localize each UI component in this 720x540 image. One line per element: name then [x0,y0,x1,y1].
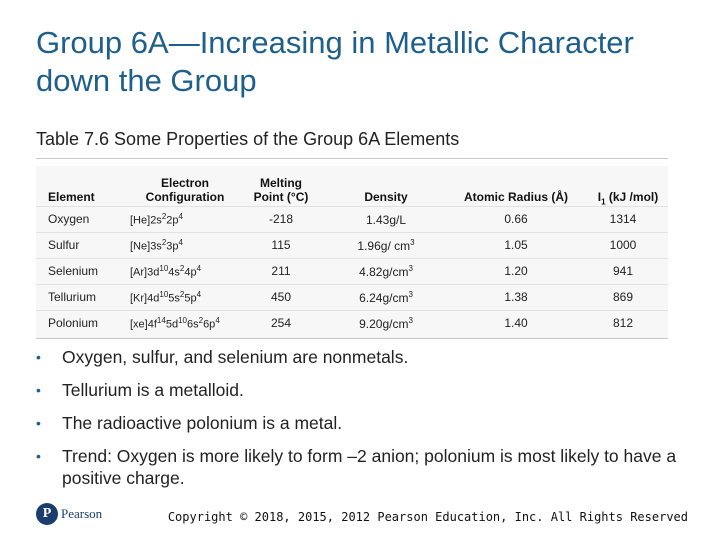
header-density: Density [364,190,408,204]
bullet-dot-icon: • [36,448,41,464]
cell-melting-point: 115 [271,238,291,252]
header-config-line1: Electron [160,176,209,190]
bullet-item: • Trend: Oxygen is more likely to form –… [36,445,686,489]
logo-text: Pearson [61,506,103,521]
header-mp-line1: Melting [260,176,302,190]
cell-config: [Ne]3s23p4 [130,238,183,253]
cell-density: 1.43g/L [365,213,407,227]
header-ie-sub: 1 [601,197,606,207]
cell-density: 1.96g/ cm3 [357,238,415,253]
bullet-text: Trend: Oxygen is more likely to form –2 … [62,446,677,488]
cell-config: [He]2s22p4 [130,212,183,227]
header-radius: Atomic Radius (Å) [463,190,568,204]
cell-element: Sulfur [48,238,80,252]
table-caption: Table 7.6 Some Properties of the Group 6… [36,129,460,149]
table-row: Oxygen [He]2s22p4 -218 1.43g/L 0.66 1314 [36,206,668,232]
cell-config: [Kr]4d105s25p4 [130,290,202,305]
table-row: Selenium [Ar]3d104s24p4 211 4.82g/cm3 1.… [36,258,668,284]
row-separator [36,258,668,259]
bullet-text: The radioactive polonium is a metal. [62,413,343,433]
cell-melting-point: 450 [270,290,292,304]
cell-ionization: 812 [612,316,634,330]
cell-config: [Ar]3d104s24p4 [130,264,202,279]
properties-table: Element Electron Configuration Melting P… [36,166,668,338]
row-separator [36,232,668,233]
header-element: Element [48,190,95,204]
cell-element: Tellurium [48,290,97,304]
table-header: Element Electron Configuration Melting P… [36,170,668,210]
table-row: Polonium [xe]4f145d106s26p4 254 9.20g/cm… [36,310,668,336]
bullet-list: • Oxygen, sulfur, and selenium are nonme… [36,346,686,500]
cell-density: 9.20g/cm3 [359,316,413,331]
header-ie-rest: (kJ /mol) [605,190,659,204]
bullet-dot-icon: • [36,349,41,365]
slide-title: Group 6A—Increasing in Metallic Characte… [36,25,634,98]
bullet-text: Oxygen, sulfur, and selenium are nonmeta… [62,347,409,367]
header-config-line2: Configuration [145,190,225,204]
header-separator [36,206,668,207]
copyright-notice: Copyright © 2018, 2015, 2012 Pearson Edu… [167,510,688,524]
table-row: Sulfur [Ne]3s23p4 115 1.96g/ cm3 1.05 10… [36,232,668,258]
cell-radius: 1.40 [504,316,528,330]
header-ionization: I1 (kJ /mol) [588,190,668,209]
cell-radius: 0.66 [504,212,528,226]
bullet-item: • The radioactive polonium is a metal. [36,412,686,434]
table-bottom-rule [36,338,668,339]
row-separator [36,284,668,285]
cell-melting-point: 254 [270,316,292,330]
bullet-item: • Oxygen, sulfur, and selenium are nonme… [36,346,686,368]
bullet-dot-icon: • [36,415,41,431]
header-ie-main: I [597,190,602,204]
table-row: Tellurium [Kr]4d105s25p4 450 6.24g/cm3 1… [36,284,668,310]
cell-ionization: 941 [612,264,634,278]
bullet-dot-icon: • [36,382,41,398]
bullet-text: Tellurium is a metalloid. [62,380,244,400]
cell-ionization: 1314 [609,212,637,226]
cell-element: Oxygen [48,212,90,226]
cell-radius: 1.05 [504,238,528,252]
cell-density: 4.82g/cm3 [359,264,413,279]
cell-config: [xe]4f145d106s26p4 [130,316,220,331]
bullet-item: • Tellurium is a metalloid. [36,379,686,401]
cell-element: Selenium [48,264,99,278]
cell-melting-point: 211 [271,264,291,278]
cell-radius: 1.20 [504,264,528,278]
cell-ionization: 869 [612,290,634,304]
table-top-rule [36,158,668,159]
cell-element: Polonium [48,316,99,330]
row-separator [36,310,668,311]
cell-density: 6.24g/cm3 [359,290,413,305]
pearson-logo-icon: P [36,503,58,525]
cell-melting-point: -218 [268,212,294,226]
cell-radius: 1.38 [504,290,528,304]
cell-ionization: 1000 [609,238,637,252]
header-mp-line2: Point (°C) [253,190,309,204]
